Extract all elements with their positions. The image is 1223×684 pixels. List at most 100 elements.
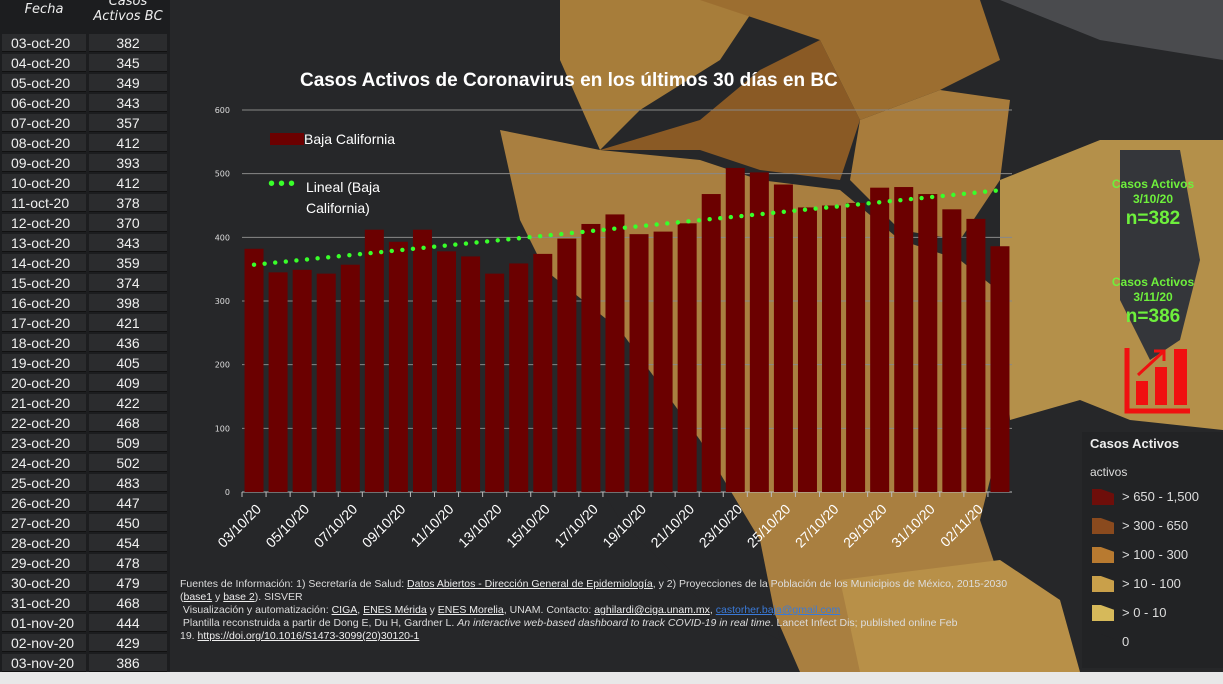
row-date: 15-oct-20 <box>2 274 86 292</box>
trendline-dot <box>665 221 670 226</box>
row-value: 343 <box>89 94 167 112</box>
trendline-dot <box>527 234 532 240</box>
row-value: 345 <box>89 54 167 72</box>
legend-swatch <box>1092 634 1114 650</box>
trendline-dot <box>251 262 257 267</box>
bar <box>677 223 697 492</box>
table-row: 28-oct-20 454 <box>0 533 170 553</box>
bar <box>846 202 866 492</box>
x-tick-label: 21/10/20 <box>647 501 697 551</box>
row-date: 17-oct-20 <box>2 314 86 332</box>
trendline-dot <box>431 244 437 249</box>
bar <box>581 223 601 493</box>
row-value: 405 <box>89 354 167 372</box>
row-date: 05-oct-20 <box>2 74 86 92</box>
link-doi[interactable]: https://doi.org/10.1016/S1473-3099(20)30… <box>197 630 420 642</box>
trendline-dot <box>389 248 394 254</box>
x-tick-label: 13/10/20 <box>455 501 505 551</box>
trendline-dot <box>898 197 903 203</box>
bar <box>316 273 336 492</box>
table-row: 06-oct-20 343 <box>0 93 170 113</box>
x-tick-label: 09/10/20 <box>359 501 409 551</box>
y-tick-label: 200 <box>215 361 230 370</box>
legend-item: > 650 - 1,500 <box>1092 487 1222 507</box>
trendline-dot <box>643 223 649 228</box>
link-datos-abiertos[interactable]: Datos Abiertos - Dirección General de Ep… <box>407 578 653 590</box>
table-row: 19-oct-20 405 <box>0 353 170 373</box>
row-value: 483 <box>89 474 167 492</box>
row-value: 450 <box>89 514 167 532</box>
link-enes-morelia[interactable]: ENES Morelia <box>437 604 504 616</box>
legend-subtitle: activos <box>1090 465 1128 479</box>
row-date: 02-nov-20 <box>2 634 86 652</box>
table-row: 25-oct-20 483 <box>0 473 170 493</box>
trendline-dot <box>580 229 585 235</box>
row-value: 349 <box>89 74 167 92</box>
row-value: 447 <box>89 494 167 512</box>
row-value: 429 <box>89 634 167 652</box>
bar <box>797 207 817 492</box>
trendline-dot <box>760 211 765 217</box>
row-date: 13-oct-20 <box>2 234 86 252</box>
table-row: 02-nov-20 429 <box>0 633 170 653</box>
chart-increase-icon <box>1124 348 1190 414</box>
table-row: 08-oct-20 412 <box>0 133 170 153</box>
link-email-1[interactable]: aghilardi@ciga.unam.mx <box>594 604 710 616</box>
legend-swatch <box>1092 547 1114 563</box>
legend-item: > 10 - 100 <box>1092 574 1222 594</box>
legend-bar: Baja California <box>270 131 395 147</box>
table-row: 14-oct-20 359 <box>0 253 170 273</box>
trendline-dot <box>866 201 871 206</box>
table-row: 10-oct-20 412 <box>0 173 170 193</box>
bar <box>701 194 721 493</box>
trendline-dot <box>876 200 882 205</box>
trendline-dot <box>749 212 755 218</box>
row-date: 12-oct-20 <box>2 214 86 232</box>
row-date: 19-oct-20 <box>2 354 86 372</box>
trendline-dot <box>993 188 998 193</box>
legend-trend-label: Lineal (Baja <box>306 179 380 195</box>
row-date: 06-oct-20 <box>2 94 86 112</box>
link-email-2[interactable]: castorher.baja@gmail.com <box>715 604 841 616</box>
row-date: 27-oct-20 <box>2 514 86 532</box>
row-value: 359 <box>89 254 167 272</box>
trendline-dot <box>357 251 363 257</box>
trendline-dot <box>315 256 320 261</box>
row-value: 378 <box>89 194 167 212</box>
link-base1[interactable]: base1 <box>183 591 213 603</box>
row-value: 468 <box>89 594 167 612</box>
row-date: 18-oct-20 <box>2 334 86 352</box>
bar <box>990 246 1010 492</box>
row-value: 454 <box>89 534 167 552</box>
legend-item: > 0 - 10 <box>1092 603 1222 623</box>
x-tick-label: 07/10/20 <box>311 501 361 551</box>
y-tick-label: 400 <box>215 233 230 242</box>
link-base2[interactable]: base 2 <box>223 591 255 603</box>
summary-count: n=382 <box>1125 208 1181 229</box>
trendline-dot <box>273 260 278 265</box>
trendline-dot <box>728 214 734 220</box>
trendline-dot <box>601 227 606 232</box>
trendline-dot <box>951 192 956 198</box>
bar <box>629 234 649 492</box>
x-tick-label: 23/10/20 <box>696 501 746 551</box>
legend-item: > 100 - 300 <box>1092 545 1222 565</box>
x-tick-label: 27/10/20 <box>792 501 842 551</box>
trendline-dot <box>453 242 458 247</box>
trendline-dot <box>696 218 702 223</box>
row-value: 502 <box>89 454 167 472</box>
row-value: 444 <box>89 614 167 632</box>
row-date: 20-oct-20 <box>2 374 86 392</box>
table-row: 30-oct-20 479 <box>0 573 170 593</box>
trendline-dot <box>792 208 797 213</box>
x-tick-label: 17/10/20 <box>551 501 601 551</box>
link-ciga[interactable]: CIGA <box>331 604 358 616</box>
trendline-dot <box>739 213 744 219</box>
trendline-dot <box>823 205 829 210</box>
y-tick-label: 600 <box>215 106 230 115</box>
legend-item-label: > 100 - 300 <box>1122 547 1189 562</box>
table-row: 26-oct-20 447 <box>0 493 170 513</box>
table-row: 18-oct-20 436 <box>0 333 170 353</box>
link-enes-merida[interactable]: ENES Mérida <box>363 604 427 616</box>
bar <box>822 205 842 492</box>
